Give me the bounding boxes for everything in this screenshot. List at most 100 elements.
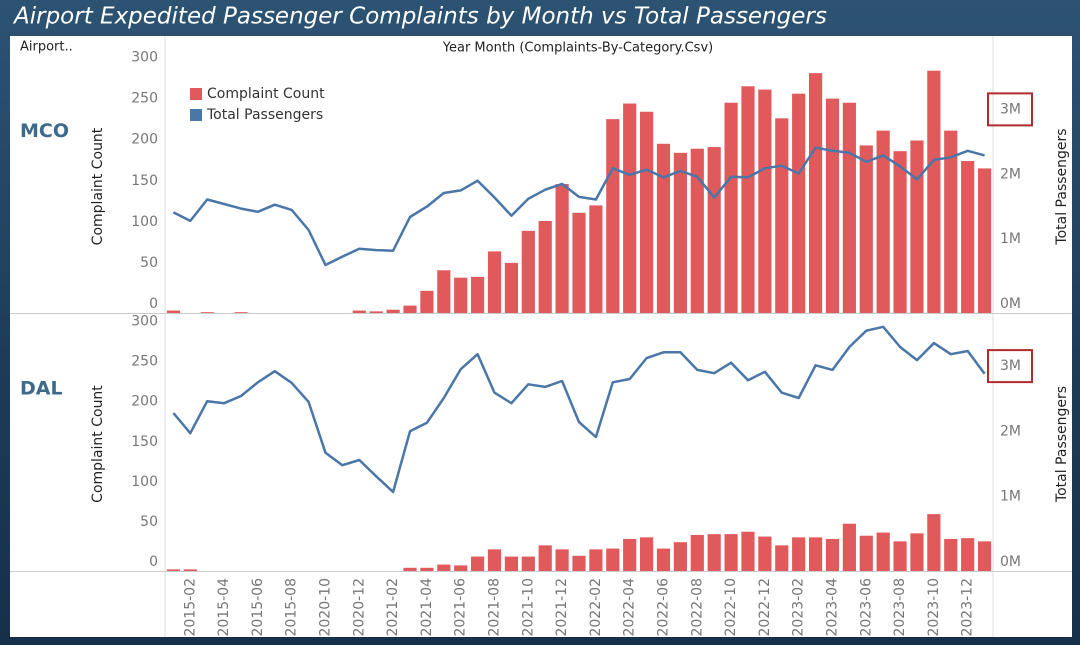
y-tick-label: 200 bbox=[131, 394, 158, 410]
y-tick-label: 0 bbox=[149, 296, 158, 312]
x-tick-label: 2022-10 bbox=[723, 578, 739, 637]
bar bbox=[927, 514, 941, 571]
bar bbox=[808, 73, 823, 314]
y-tick-label: 300 bbox=[131, 314, 158, 330]
y2-axis-title: Total Passengers bbox=[1054, 128, 1070, 245]
highlight-box bbox=[987, 349, 1033, 384]
x-tick-label: 2023-12 bbox=[960, 578, 976, 637]
bar bbox=[386, 309, 400, 313]
bar bbox=[656, 143, 671, 313]
column-field: Year Month (Complaints-By-Category.Csv) bbox=[442, 41, 713, 56]
x-tick-label: 2020-12 bbox=[351, 578, 367, 637]
bar bbox=[504, 262, 518, 313]
bar bbox=[200, 312, 214, 313]
bar bbox=[623, 103, 637, 314]
bar bbox=[690, 148, 704, 313]
x-tick-label: 2022-04 bbox=[622, 578, 638, 637]
bar bbox=[859, 145, 873, 313]
y2-tick-label: 3M bbox=[1000, 101, 1021, 117]
bar bbox=[690, 534, 704, 571]
bar bbox=[420, 567, 434, 571]
bar bbox=[910, 140, 924, 313]
x-tick-label: 2023-08 bbox=[892, 578, 908, 637]
x-tick-label: 2023-02 bbox=[791, 578, 807, 637]
bar bbox=[471, 556, 485, 571]
y-tick-label: 100 bbox=[131, 474, 158, 490]
x-tick-label: 2022-08 bbox=[689, 578, 705, 637]
y-tick-label: 0 bbox=[149, 554, 158, 570]
x-tick-label: 2015-04 bbox=[216, 578, 232, 637]
bar bbox=[775, 545, 789, 571]
bar bbox=[893, 541, 907, 571]
bar bbox=[166, 310, 181, 313]
bar bbox=[352, 310, 366, 313]
bar bbox=[454, 277, 468, 313]
bar bbox=[859, 535, 873, 571]
bar bbox=[538, 545, 552, 571]
y2-tick-label: 3M bbox=[1000, 358, 1021, 374]
bar bbox=[589, 205, 603, 313]
title: Airport Expedited Passenger Complaints b… bbox=[12, 4, 827, 30]
bar bbox=[741, 86, 755, 314]
bar bbox=[910, 533, 924, 571]
bar bbox=[656, 548, 671, 571]
bar bbox=[572, 555, 586, 571]
y-tick-label: 250 bbox=[131, 91, 158, 107]
x-tick-label: 2021-06 bbox=[453, 578, 469, 637]
bar bbox=[792, 93, 806, 313]
y-tick-label: 200 bbox=[131, 132, 158, 148]
x-tick-label: 2021-12 bbox=[554, 578, 570, 637]
row-label: DAL bbox=[20, 378, 63, 400]
y-axis-title: Complaint Count bbox=[90, 385, 106, 503]
y2-tick-label: 0M bbox=[1000, 296, 1021, 312]
legend-label: Complaint Count bbox=[207, 86, 325, 102]
bar bbox=[606, 119, 620, 314]
bar bbox=[504, 556, 518, 571]
bar bbox=[538, 221, 552, 313]
x-tick-label: 2021-02 bbox=[385, 578, 401, 637]
bar bbox=[944, 130, 958, 313]
bar bbox=[521, 556, 535, 571]
bar bbox=[555, 549, 569, 571]
bar bbox=[673, 542, 687, 571]
line bbox=[172, 146, 985, 267]
bar bbox=[775, 118, 789, 313]
bar bbox=[471, 276, 485, 313]
x-tick-label: 2022-12 bbox=[757, 578, 773, 637]
bar bbox=[876, 532, 890, 571]
bar bbox=[183, 569, 197, 571]
x-tick-label: 2022-06 bbox=[655, 578, 671, 637]
bar bbox=[944, 538, 958, 571]
sheet bbox=[10, 36, 1072, 637]
bar bbox=[420, 290, 434, 313]
bar bbox=[808, 537, 823, 571]
bar bbox=[555, 184, 569, 313]
x-tick-label: 2015-08 bbox=[284, 578, 300, 637]
x-tick-label: 2015-06 bbox=[250, 578, 266, 637]
x-tick-label: 2015-02 bbox=[182, 578, 198, 637]
bar bbox=[842, 523, 856, 571]
y-tick-label: 50 bbox=[140, 255, 158, 271]
y2-tick-label: 2M bbox=[1000, 166, 1021, 182]
y-tick-label: 50 bbox=[140, 514, 158, 530]
row-field: Airport.. bbox=[20, 40, 73, 55]
bar bbox=[640, 537, 654, 571]
bar bbox=[893, 151, 907, 313]
bar bbox=[166, 569, 181, 571]
bar bbox=[234, 312, 248, 313]
bar bbox=[961, 538, 975, 571]
y2-axis-title: Total Passengers bbox=[1054, 386, 1070, 503]
legend-swatch bbox=[190, 109, 202, 121]
x-tick-label: 2021-04 bbox=[419, 578, 435, 637]
legend-swatch bbox=[190, 88, 202, 100]
bar bbox=[741, 531, 755, 571]
legend-label: Total Passengers bbox=[206, 107, 323, 123]
y2-tick-label: 1M bbox=[1000, 231, 1021, 247]
bar bbox=[640, 111, 654, 313]
bar bbox=[572, 212, 586, 313]
y-tick-label: 100 bbox=[131, 214, 158, 230]
x-tick-label: 2021-08 bbox=[487, 578, 503, 637]
bar bbox=[876, 130, 890, 313]
x-tick-label: 2023-04 bbox=[824, 578, 840, 637]
